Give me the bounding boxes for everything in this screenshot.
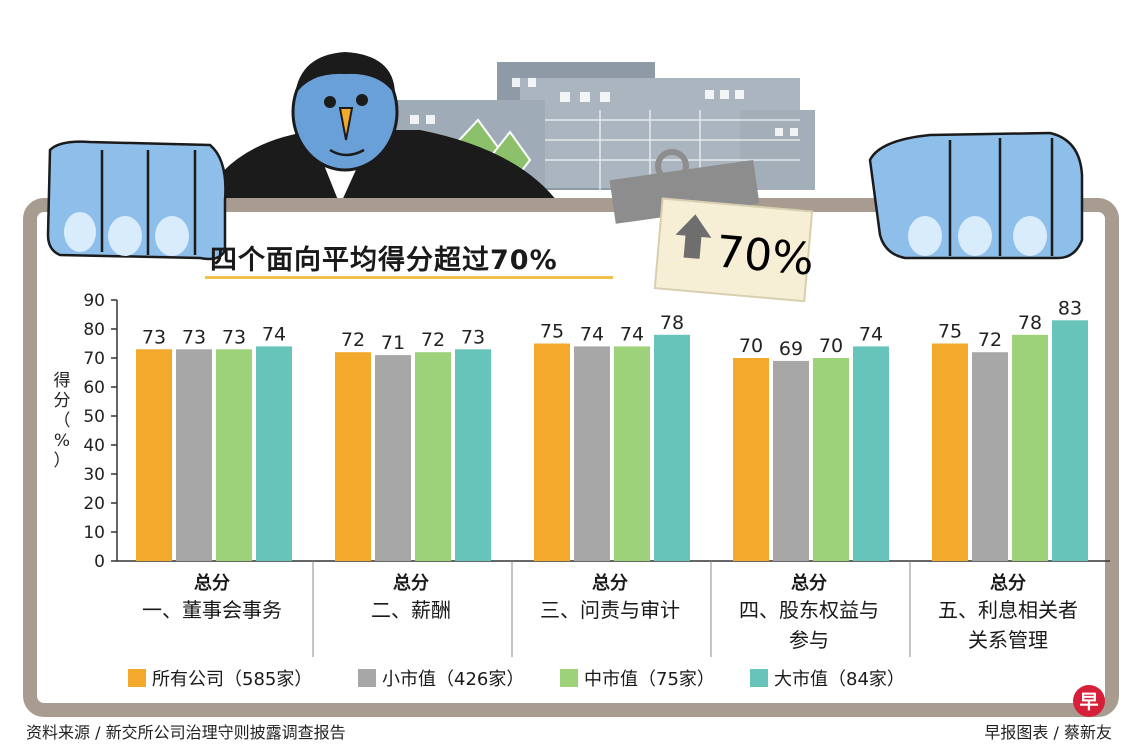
bar-value-label: 74 [262,323,286,345]
bar-small [574,346,610,561]
group-label: 关系管理 [968,628,1048,652]
bar-value-label: 73 [182,326,206,348]
bar-chart: 0 10 20 30 40 50 60 70 80 90 得分（%） 73 73 73 74 总分一、董事会事… [54,291,1110,690]
bar-large [455,349,491,561]
bar-mid [813,358,849,561]
legend-label-small: 小市值（426家） [382,669,524,690]
y-tick-label: 60 [83,378,105,398]
bar-value-label: 70 [819,335,843,357]
bar-value-label: 73 [142,326,166,348]
y-tick-label: 90 [83,291,105,311]
bar-small [972,352,1008,561]
legend-swatch-large [750,669,768,687]
group-label-top: 总分 [990,572,1026,594]
y-tick-label: 10 [83,523,105,543]
bar-value-label: 74 [859,323,883,345]
bar-value-label: 74 [620,323,644,345]
y-axis-label-char: 分 [54,391,71,411]
left-hand-illustration [46,140,227,261]
y-tick-label: 70 [83,349,105,369]
group-label: 五、利息相关者 [938,598,1078,622]
up-arrow-icon [675,214,712,259]
y-tick-label: 40 [83,436,105,456]
bar-value-label: 83 [1058,297,1082,319]
y-tick-label: 20 [83,494,105,514]
y-tick-label: 30 [83,465,105,485]
legend-swatch-mid [560,669,578,687]
bar-value-label: 73 [461,326,485,348]
group-label: 参与 [789,628,829,652]
y-tick-label: 0 [94,552,105,572]
title-underline [205,276,613,279]
legend-swatch-all [128,669,146,687]
legend-label-all: 所有公司（585家） [152,669,312,690]
bar-value-label: 72 [341,329,365,351]
bar-all [534,343,570,561]
bar-all [335,352,371,561]
bar-all [932,343,968,561]
group-label: 二、薪酬 [371,598,451,622]
group-label-top: 总分 [194,572,230,594]
bar-all [733,358,769,561]
bar-mid [415,352,451,561]
bar-value-label: 74 [580,323,604,345]
y-tick-label: 80 [83,320,105,340]
logo-text: 早 [1079,691,1098,713]
board-frame [23,198,1119,717]
bar-all [136,349,172,561]
group-label: 三、问责与审计 [540,598,680,622]
group-label: 四、股东权益与 [739,598,879,622]
group-label-top: 总分 [393,572,429,594]
bar-large [1052,320,1088,561]
group-label-top: 总分 [592,572,628,594]
y-tick-label: 50 [83,407,105,427]
bar-value-label: 78 [660,312,684,334]
bar-value-label: 69 [779,338,803,360]
bar-value-label: 72 [978,329,1002,351]
bar-value-label: 70 [739,335,763,357]
legend-label-mid: 中市值（75家） [584,669,715,690]
group-label: 一、董事会事务 [142,598,282,622]
bar-value-label: 75 [540,321,564,343]
y-axis-label-char: （ [54,411,71,431]
bar-small [176,349,212,561]
credit-note: 早报图表 / 蔡新友 [984,723,1112,742]
y-axis-label-char: 得 [54,371,71,391]
bar-value-label: 75 [938,321,962,343]
bar-mid [614,346,650,561]
bar-large [853,346,889,561]
businessman-illustration [200,52,560,205]
bar-value-label: 71 [381,332,405,354]
chart-title: 四个面向平均得分超过70% [210,245,558,276]
percent-badge: 70% [653,197,816,303]
source-note: 资料来源 / 新交所公司治理守则披露调查报告 [26,723,346,742]
right-hand-illustration [868,131,1084,260]
bar-mid [1012,334,1048,561]
bar-value-label: 73 [222,326,246,348]
bar-value-label: 78 [1018,312,1042,334]
badge-percent-text: 70% [714,226,816,285]
y-axis-label-char: % [54,431,70,451]
bar-large [654,334,690,561]
group-label-top: 总分 [791,572,827,594]
legend-swatch-small [358,669,376,687]
bar-large [256,346,292,561]
bar-value-label: 72 [421,329,445,351]
bar-small [375,355,411,561]
bar-mid [216,349,252,561]
legend-label-large: 大市值（84家） [774,669,905,690]
y-axis-label-char: ） [54,451,71,471]
bar-small [773,360,809,561]
zaobao-logo: 早 [1073,685,1105,717]
